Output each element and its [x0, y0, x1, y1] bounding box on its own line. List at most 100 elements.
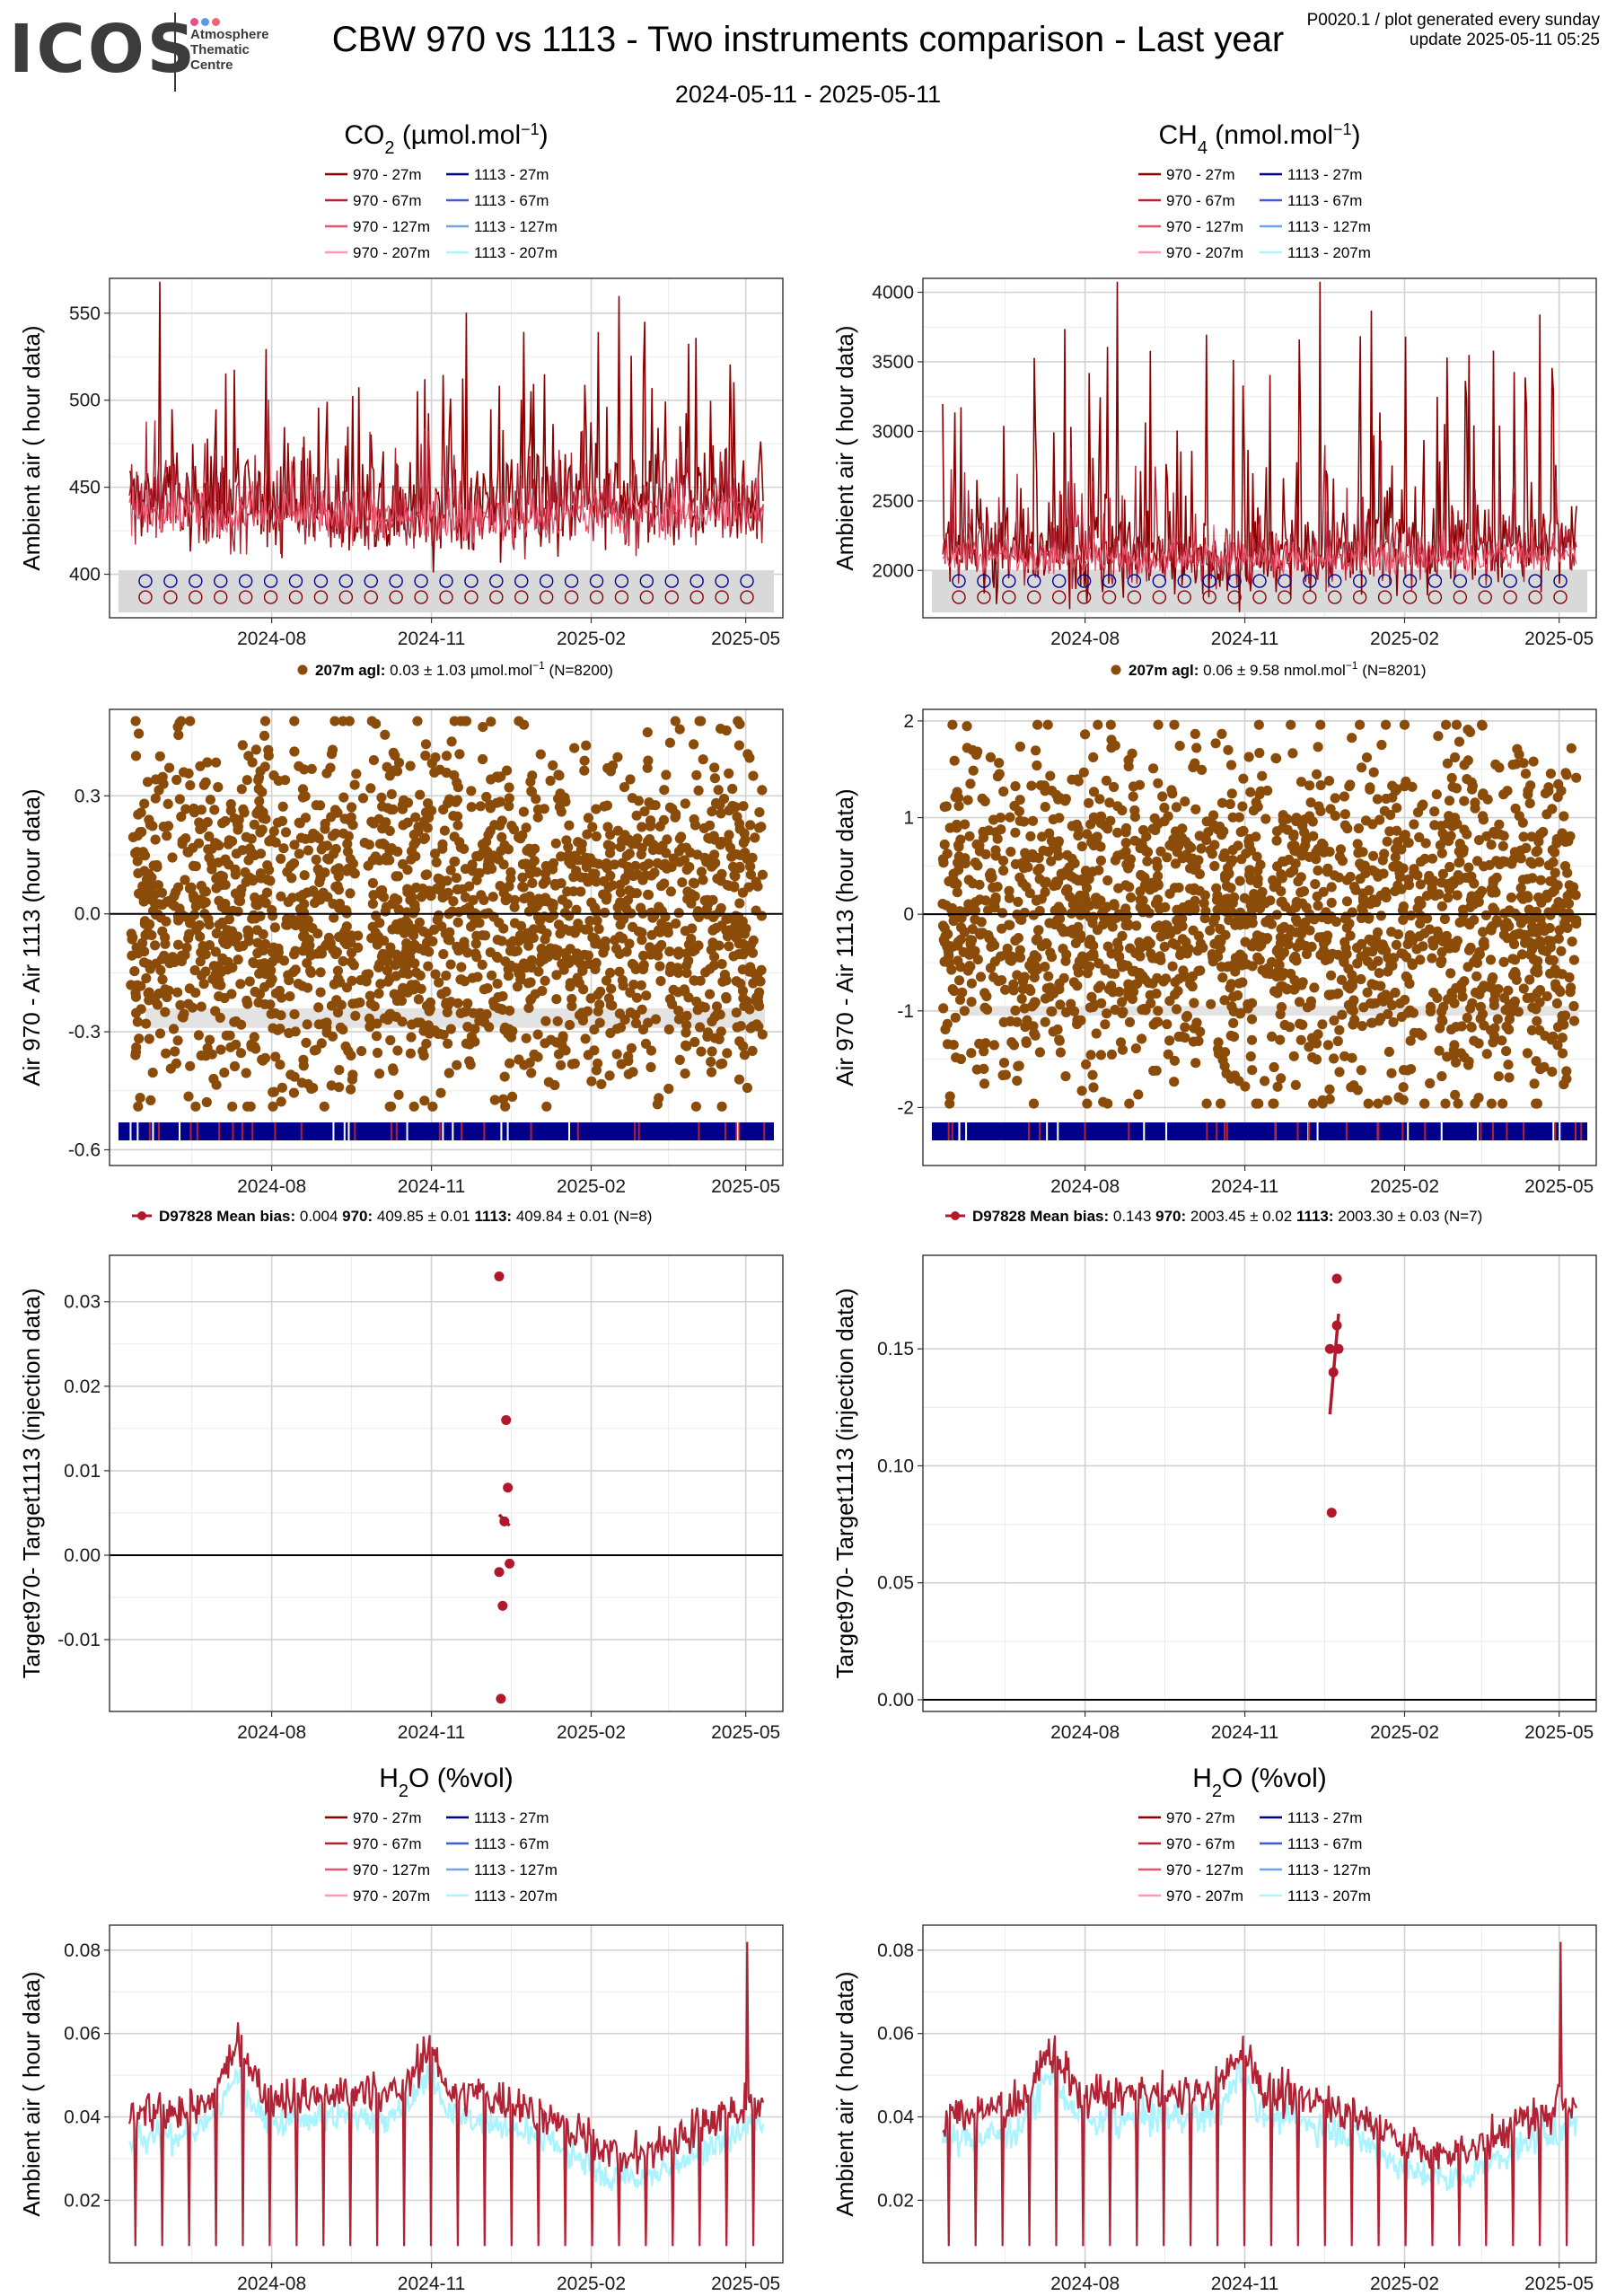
diff-point	[268, 910, 278, 921]
diff-point	[504, 801, 514, 812]
diff-point	[345, 854, 356, 865]
diff-point	[189, 965, 200, 976]
diff-point	[1040, 886, 1050, 898]
diff-point	[1079, 892, 1090, 902]
diff-point	[1378, 868, 1389, 879]
diff-point	[750, 832, 760, 843]
diff-point	[938, 1003, 949, 1014]
flag-marker-1113	[489, 574, 504, 588]
diff-point	[1478, 927, 1489, 937]
diff-point	[1040, 962, 1050, 972]
diff-point	[1308, 1098, 1319, 1109]
diff-point	[347, 802, 357, 813]
diff-point	[343, 831, 354, 841]
diff-point	[1160, 902, 1171, 913]
diff-point	[1117, 1044, 1129, 1055]
diff-point	[365, 783, 376, 794]
diff-point	[1176, 946, 1187, 956]
diff-point	[504, 782, 514, 793]
panel-title-subscript: 2	[1212, 1781, 1222, 1801]
diff-point	[652, 1099, 663, 1110]
legend-label-1113: 1113 - 67m	[1287, 192, 1362, 209]
diff-point	[691, 770, 702, 780]
legend-superscript: −1	[1346, 659, 1358, 672]
y-tick-label: 400	[69, 565, 101, 585]
diff-point	[956, 922, 967, 933]
diff-point	[1533, 836, 1544, 847]
diff-point	[541, 895, 553, 907]
flag-marker-970	[1202, 590, 1216, 604]
diff-point	[1004, 885, 1014, 896]
diff-point	[1031, 745, 1041, 756]
diff-point	[1038, 845, 1049, 856]
diff-point	[1465, 1003, 1476, 1014]
diff-point	[952, 887, 962, 898]
flag-marker-970	[1278, 590, 1292, 604]
y-tick-label: -0.01	[57, 1630, 101, 1650]
diff-point	[1566, 886, 1576, 898]
diff-point	[214, 895, 224, 906]
diff-point	[302, 1019, 312, 1030]
diff-point	[1418, 799, 1428, 810]
diff-point	[716, 808, 726, 819]
diff-point	[1372, 794, 1383, 805]
diff-point	[1478, 788, 1489, 799]
diff-point	[1251, 1098, 1261, 1109]
diff-point	[711, 1001, 723, 1012]
diff-point	[1344, 919, 1355, 929]
diff-point	[1131, 920, 1142, 931]
diff-point	[161, 1048, 171, 1059]
diff-point	[299, 870, 310, 881]
legend-label-970: 970 - 67m	[353, 1835, 422, 1852]
diff-point	[1076, 1086, 1087, 1096]
flag-marker-970	[214, 590, 228, 604]
diff-point	[424, 885, 435, 896]
diff-point	[254, 804, 265, 815]
diff-point	[745, 1023, 756, 1034]
diff-point	[998, 1058, 1010, 1069]
flag-strip-mark	[1480, 1122, 1482, 1140]
diff-point	[1239, 893, 1250, 903]
diff-point	[1353, 848, 1364, 858]
diff-point	[1529, 1078, 1540, 1089]
diff-point	[145, 1095, 156, 1105]
y-tick-label: -1	[897, 1001, 914, 1022]
diff-point	[190, 861, 201, 872]
x-tick-label: 2025-02	[557, 1176, 626, 1197]
diff-point	[497, 990, 508, 1002]
legend-bold: D97828	[972, 1208, 1030, 1225]
diff-point	[238, 804, 249, 815]
diff-point	[940, 1024, 951, 1034]
flag-marker-970	[664, 590, 679, 604]
diff-point	[1479, 861, 1489, 872]
diff-point	[332, 1007, 344, 1018]
diff-point	[1190, 804, 1201, 814]
diff-point	[532, 812, 543, 823]
diff-point	[1535, 913, 1546, 924]
diff-point	[1093, 865, 1104, 875]
diff-point	[1489, 1000, 1499, 1011]
flag-strip-mark	[738, 1122, 741, 1140]
diff-point	[937, 854, 948, 865]
diff-point	[270, 837, 281, 848]
flag-marker-970	[138, 590, 153, 604]
diff-point	[1066, 998, 1076, 1009]
diff-point	[219, 1068, 230, 1078]
diff-point	[724, 830, 734, 840]
diff-point	[527, 877, 538, 889]
flag-strip-mark	[1440, 1122, 1443, 1140]
diff-point	[269, 922, 280, 933]
diff-point	[1557, 1048, 1568, 1059]
flag-marker-1113	[1402, 574, 1418, 588]
diff-point	[633, 796, 645, 806]
diff-point	[1221, 871, 1232, 882]
diff-point	[1048, 814, 1058, 825]
diff-point	[1132, 979, 1143, 990]
diff-point	[1060, 794, 1071, 805]
diff-point	[586, 897, 597, 908]
diff-point	[1403, 880, 1415, 891]
diff-point	[418, 946, 430, 956]
diff-point	[409, 924, 420, 935]
diff-point	[280, 775, 291, 786]
diff-point	[487, 970, 497, 981]
